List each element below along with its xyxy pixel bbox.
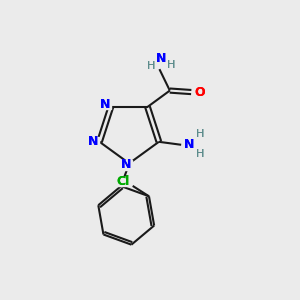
Text: H: H bbox=[147, 61, 155, 71]
Text: H: H bbox=[196, 149, 205, 159]
Text: N: N bbox=[184, 138, 195, 151]
Text: O: O bbox=[194, 85, 205, 99]
Text: H: H bbox=[195, 129, 204, 140]
Text: N: N bbox=[120, 158, 131, 171]
Bar bbox=[184, 140, 195, 149]
Text: N: N bbox=[156, 52, 166, 65]
Bar bbox=[115, 177, 131, 186]
Text: N: N bbox=[88, 135, 98, 148]
Text: H: H bbox=[196, 149, 205, 159]
Text: N: N bbox=[120, 158, 131, 171]
Bar bbox=[120, 160, 132, 170]
Text: N: N bbox=[156, 52, 166, 65]
Text: N: N bbox=[184, 138, 195, 151]
Bar bbox=[100, 100, 111, 109]
Text: H: H bbox=[167, 60, 175, 70]
Text: H: H bbox=[195, 129, 204, 140]
Text: N: N bbox=[100, 98, 111, 111]
Text: O: O bbox=[194, 85, 205, 99]
Text: H: H bbox=[167, 60, 175, 70]
Text: Cl: Cl bbox=[116, 175, 130, 188]
Text: N: N bbox=[100, 98, 111, 111]
Text: H: H bbox=[147, 61, 155, 71]
Text: N: N bbox=[88, 135, 98, 148]
Bar bbox=[194, 87, 205, 97]
Bar bbox=[87, 137, 99, 147]
Text: Cl: Cl bbox=[116, 175, 130, 188]
